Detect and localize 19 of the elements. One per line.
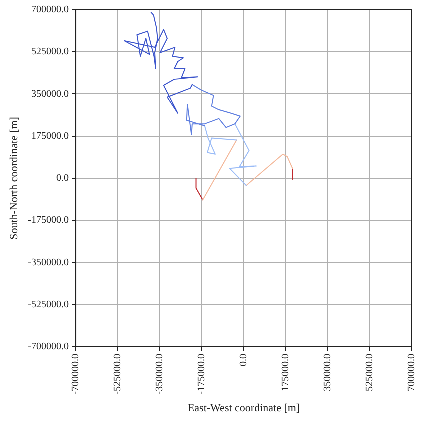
y-tick-label: -350000.0 [28,257,70,268]
y-tick-label: 525000.0 [32,46,70,58]
y-tick-label: -175000.0 [28,215,70,226]
x-tick-label: -175000.0 [196,354,208,395]
y-axis-title: South-North coordinate [m] [8,117,20,240]
y-tick-label: 700000.0 [32,4,70,16]
y-tick-label: -700000.0 [28,342,70,353]
x-tick-label: -350000.0 [154,354,166,395]
x-tick-label: 175000.0 [280,354,292,392]
x-tick-label: -525000.0 [112,354,124,395]
x-tick-label: 700000.0 [406,354,418,392]
y-tick-label: 0.0 [56,173,70,184]
y-tick-label: 175000.0 [32,130,70,142]
x-tick-label: 525000.0 [364,354,376,392]
x-tick-label: 0.0 [238,354,250,366]
y-tick-label: 350000.0 [32,88,70,100]
y-tick-label: -525000.0 [28,299,70,310]
x-tick-label: 350000.0 [322,354,334,392]
x-axis-title: East-West coordinate [m] [188,402,300,414]
